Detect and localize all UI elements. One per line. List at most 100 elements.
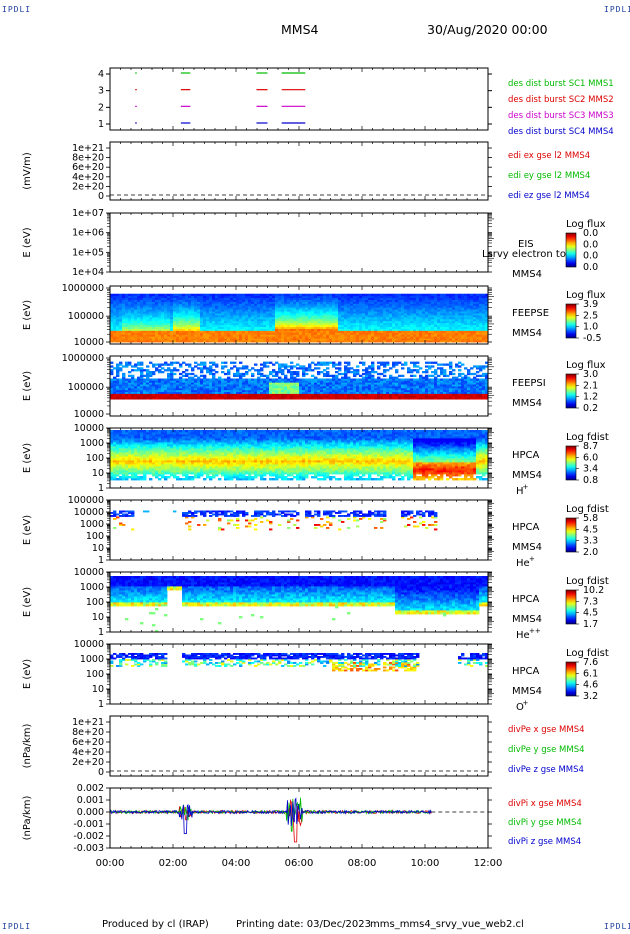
- y-tick-label: 100000: [68, 382, 104, 393]
- y-axis-label: E (eV): [22, 227, 33, 257]
- series-line: [109, 799, 432, 843]
- species-label: O: [516, 702, 524, 713]
- colorbar-tick-label: 4.5: [583, 608, 598, 619]
- legend-entry: divPe x gse MMS4: [508, 725, 585, 735]
- time-tick-label: 08:00: [348, 858, 377, 869]
- colorbar-tick-label: 6.1: [583, 668, 598, 679]
- footer-script-name: mms_mms4_srvy_vue_web2.cl: [370, 919, 524, 930]
- colorbar-tick-label: 4.5: [583, 524, 598, 535]
- y-tick-label: 0.000: [77, 807, 104, 818]
- corner-label-bottom-right: IPDLI: [604, 922, 630, 931]
- colorbar-tick-label: 2.5: [583, 310, 598, 321]
- colorbar-tick-label: 3.9: [583, 299, 598, 310]
- spectrogram-feepsi: [110, 361, 489, 400]
- colorbar-tick-label: 4.6: [583, 680, 598, 691]
- y-tick-label: 1000: [80, 438, 104, 449]
- spacecraft-label: MMS4: [512, 269, 542, 280]
- colorbar-title: Log fdist: [566, 576, 609, 587]
- overlay-text: Lsrvy electron to: [482, 249, 566, 260]
- instrument-label: FEEPSE: [512, 308, 549, 319]
- panel-frame-burst: [109, 67, 489, 131]
- colorbar-tick-label: 2.1: [583, 380, 598, 391]
- y-tick-label: 10: [92, 684, 104, 695]
- y-tick-label: 2: [98, 102, 104, 113]
- species-charge: +: [523, 699, 529, 707]
- y-tick-label: 1e+21: [72, 143, 104, 154]
- y-axis-label: E (eV): [22, 300, 33, 330]
- spacecraft-label: MMS4: [512, 328, 542, 339]
- species-charge: ++: [529, 627, 541, 635]
- y-tick-label: 10000: [74, 337, 104, 348]
- y-tick-label: 100000: [68, 495, 104, 506]
- colorbar-title: Log flux: [566, 290, 606, 301]
- y-tick-label: 2e+20: [72, 757, 104, 768]
- time-tick-label: 06:00: [285, 858, 314, 869]
- y-tick-label: 1000000: [62, 283, 104, 294]
- y-tick-label: 0.002: [77, 783, 104, 794]
- corner-label-bottom-left: IPDLI: [2, 922, 32, 931]
- y-tick-label: 1e+05: [72, 247, 104, 258]
- spacecraft-title: MMS4: [281, 22, 319, 37]
- colorbar-tick-label: 0.0: [583, 262, 598, 273]
- legend-entry: divPe z gse MMS4: [508, 765, 584, 775]
- colorbar-tick-label: 1.2: [583, 392, 598, 403]
- legend-entry: des dist burst SC4 MMS4: [508, 127, 614, 137]
- spectrogram-hpca_h: [110, 430, 489, 481]
- spacecraft-label: MMS4: [512, 614, 542, 625]
- y-axis-label: E (eV): [22, 443, 33, 473]
- y-tick-label: -0.002: [73, 831, 104, 842]
- spectrogram-hpca_hepp: [110, 576, 489, 633]
- y-tick-label: 100: [86, 453, 104, 464]
- y-tick-label: 1000: [80, 654, 104, 665]
- colorbar-tick-label: 8.7: [583, 441, 598, 452]
- instrument-label: EIS: [518, 239, 534, 250]
- instrument-label: HPCA: [512, 450, 540, 461]
- y-tick-label: 6e+20: [72, 162, 104, 173]
- legend-entry: divPi x gse MMS4: [508, 799, 582, 809]
- legend-entry: des dist burst SC3 MMS3: [508, 111, 614, 121]
- y-tick-label: 10000: [74, 507, 104, 518]
- y-tick-label: 100000: [68, 311, 104, 322]
- y-tick-label: 10: [92, 612, 104, 623]
- colorbar-title: Log flux: [566, 360, 606, 371]
- legend-entry: edi ey gse l2 MMS4: [508, 171, 590, 181]
- colorbar-tick-label: 3.2: [583, 691, 598, 702]
- panel-frame-divpi: [109, 787, 489, 849]
- colorbar-tick-label: 0.0: [583, 228, 598, 239]
- corner-label-top-left: IPDLI: [2, 5, 32, 14]
- y-tick-label: 1: [98, 119, 104, 130]
- panel-frame-divpe: [109, 715, 489, 777]
- colorbar: [565, 517, 577, 553]
- colorbar-tick-label: 1.7: [583, 619, 598, 630]
- colorbar-tick-label: 5.8: [583, 513, 598, 524]
- spacecraft-label: MMS4: [512, 686, 542, 697]
- y-tick-label: 1: [98, 627, 104, 638]
- panel-frame-hpca_he: [109, 499, 489, 561]
- y-tick-label: 4e+20: [72, 172, 104, 183]
- species-label: He: [516, 558, 530, 569]
- y-tick-label: 0.001: [77, 795, 104, 806]
- colorbar-title: Log fdist: [566, 432, 609, 443]
- y-tick-label: 1000: [80, 519, 104, 530]
- instrument-label: HPCA: [512, 594, 540, 605]
- time-tick-label: 04:00: [222, 858, 251, 869]
- y-axis-label: E (eV): [22, 371, 33, 401]
- spectrogram-hpca_he: [110, 510, 438, 531]
- y-tick-label: 8e+20: [72, 727, 104, 738]
- y-tick-label: 0: [98, 767, 104, 778]
- species-label: H: [516, 486, 524, 497]
- colorbar-tick-label: 3.0: [583, 369, 598, 380]
- colorbar-title: Log fdist: [566, 648, 609, 659]
- y-tick-label: 1e+04: [72, 267, 104, 278]
- colorbar-tick-label: 0.8: [583, 475, 598, 486]
- colorbar-tick-label: 3.3: [583, 536, 598, 547]
- y-tick-label: 10: [92, 468, 104, 479]
- y-tick-label: 100: [86, 597, 104, 608]
- y-tick-label: 1: [98, 483, 104, 494]
- y-tick-label: 10000: [74, 409, 104, 420]
- colorbar-tick-label: -0.5: [583, 333, 602, 344]
- time-tick-label: 12:00: [474, 858, 503, 869]
- legend-entry: des dist burst SC2 MMS2: [508, 95, 614, 105]
- instrument-label: HPCA: [512, 666, 540, 677]
